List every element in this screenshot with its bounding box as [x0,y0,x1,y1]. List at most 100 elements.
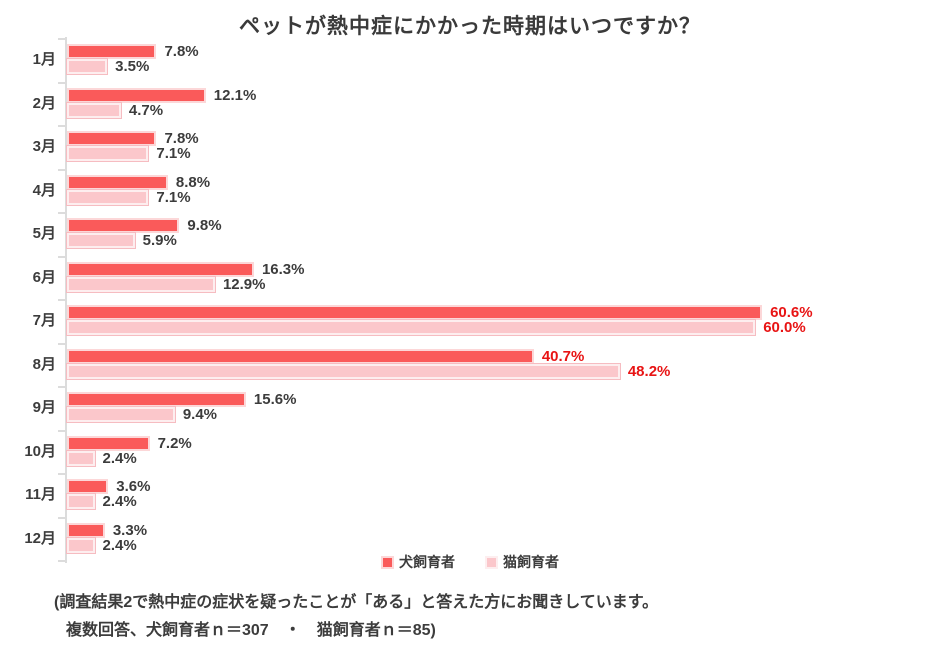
dog-owner-bar: 8.8% [67,174,210,190]
dog-owner-bar: 9.8% [67,218,222,233]
legend-item-cat: 猫飼育者 [485,552,559,572]
month-label: 6月 [32,268,56,286]
dog-owner-value-label: 40.7% [541,347,585,365]
cat-owner-bar: 60.0% [65,319,806,336]
month-label: 12月 [24,529,56,547]
dog-owner-value-label: 12.1% [213,86,257,104]
cat-owner-value-label: 9.4% [182,406,218,423]
dog-owner-bar: 7.2% [67,435,192,451]
dog-owner-bar: 60.6% [67,305,813,320]
bar-group: 12.1% 4.7% [66,87,256,119]
month-row: 6月 16.3% 12.9% [0,257,940,300]
cat-owner-bar: 4.7% [66,101,163,119]
legend-label-cat: 猫飼育者 [503,554,559,570]
bar-group: 7.2% 2.4% [66,435,192,467]
footnote-line-2: 複数回答、犬飼育者ｎ＝307 ・ 猫飼育者ｎ＝85) [66,622,436,639]
dog-owner-bar: 12.1% [67,87,256,103]
month-row: 8月 40.7% 48.2% [0,344,940,387]
axis-tick [58,516,66,519]
bar-group: 7.8% 3.5% [65,44,199,75]
plot-area: 1月 7.8% 3.5% 2月 12.1% 4.7% 3月 7.8% 7.1% 4月 8.8% 7.1… [0,37,940,563]
bar-group: 9.8% 5.9% [66,218,222,249]
dog-owner-bar: 40.7% [67,348,584,364]
cat-owner-bar: 9.4% [66,406,217,423]
axis-tick [58,429,66,432]
cat-owner-value-label: 48.2% [627,362,671,380]
cat-owner-bar: 2.4% [66,536,137,554]
legend-label-dog: 犬飼育者 [399,554,455,570]
axis-tick [58,560,66,562]
axis-tick [58,342,66,345]
month-label: 2月 [32,94,56,112]
month-row: 2月 12.1% 4.7% [0,83,940,126]
bar-group: 40.7% 48.2% [66,348,670,380]
month-label: 4月 [32,181,56,199]
month-row: 9月 15.6% 9.4% [0,387,940,430]
cat-owner-value-label: 4.7% [128,101,164,119]
cat-owner-bar: 2.4% [66,449,137,467]
cat-series-swatch-icon [485,555,498,569]
dog-owner-value-label: 60.6% [770,304,813,321]
bar-group: 3.6% 2.4% [66,479,150,510]
bar-group: 8.8% 7.1% [65,174,210,206]
legend: 犬飼育者 猫飼育者 [0,552,940,572]
dog-owner-bar: 15.6% [67,392,296,407]
dog-owner-value-label: 7.8% [164,43,199,60]
month-row: 3月 7.8% 7.1% [0,126,940,169]
cat-owner-bar: 3.5% [65,58,149,75]
bar-group: 60.6% 60.0% [65,305,813,336]
bar-group: 15.6% 9.4% [66,392,296,423]
axis-tick [58,386,66,388]
month-label: 11月 [25,486,56,503]
footnote-line-1: (調査結果2で熱中症の症状を疑ったことが「ある」と答えた方にお聞きしています。 [54,594,659,611]
y-axis-line [65,37,67,563]
axis-tick [58,473,66,475]
month-label: 9月 [32,399,56,416]
axis-tick [58,81,66,84]
cat-owner-bar: 5.9% [66,232,177,249]
dog-owner-value-label: 3.3% [112,521,148,539]
dog-owner-value-label: 16.3% [261,260,305,278]
month-row: 1月 7.8% 3.5% [0,39,940,82]
month-label: 7月 [32,312,56,329]
cat-owner-bar: 7.1% [65,145,191,162]
axis-tick [58,299,66,301]
cat-owner-value-label: 2.4% [102,449,137,467]
month-row: 5月 9.8% 5.9% [0,213,940,256]
dog-owner-bar: 3.3% [67,522,147,538]
dog-owner-bar: 16.3% [67,261,305,277]
cat-owner-value-label: 5.9% [142,232,177,249]
dog-owner-value-label: 7.2% [157,434,192,452]
month-row: 11月 3.6% 2.4% [0,474,940,517]
month-row: 7月 60.6% 60.0% [0,300,940,343]
cat-owner-value-label: 3.5% [115,58,150,75]
axis-tick [58,168,66,171]
cat-owner-value-label: 60.0% [763,319,806,336]
month-row: 4月 8.8% 7.1% [0,170,940,213]
month-label: 1月 [32,51,56,68]
month-row: 10月 7.2% 2.4% [0,431,940,474]
axis-tick [58,255,66,258]
cat-owner-bar: 12.9% [66,275,266,293]
legend-item-dog: 犬飼育者 [381,552,455,572]
cat-owner-value-label: 7.1% [156,188,191,206]
footnote: (調査結果2で熱中症の症状を疑ったことが「ある」と答えた方にお聞きしています。 … [54,589,934,645]
dog-owner-value-label: 15.6% [253,391,297,408]
axis-tick [58,125,66,127]
cat-owner-bar: 48.2% [66,362,670,380]
cat-owner-bar: 2.4% [66,493,137,510]
dog-owner-value-label: 8.8% [175,173,211,191]
cat-owner-value-label: 2.4% [102,536,137,554]
dog-owner-bar: 3.6% [67,479,150,494]
cat-owner-bar: 7.1% [65,188,191,206]
axis-tick [58,38,66,40]
month-label: 10月 [24,442,56,460]
dog-owner-bar: 7.8% [67,44,199,59]
bar-group: 7.8% 7.1% [65,131,199,162]
month-label: 3月 [32,138,56,155]
bar-group: 16.3% 12.9% [66,261,305,293]
chart-title: ペットが熱中症にかかった時期はいつですか？ [239,15,701,38]
dog-series-swatch-icon [381,555,394,569]
dog-owner-bar: 7.8% [67,131,199,146]
